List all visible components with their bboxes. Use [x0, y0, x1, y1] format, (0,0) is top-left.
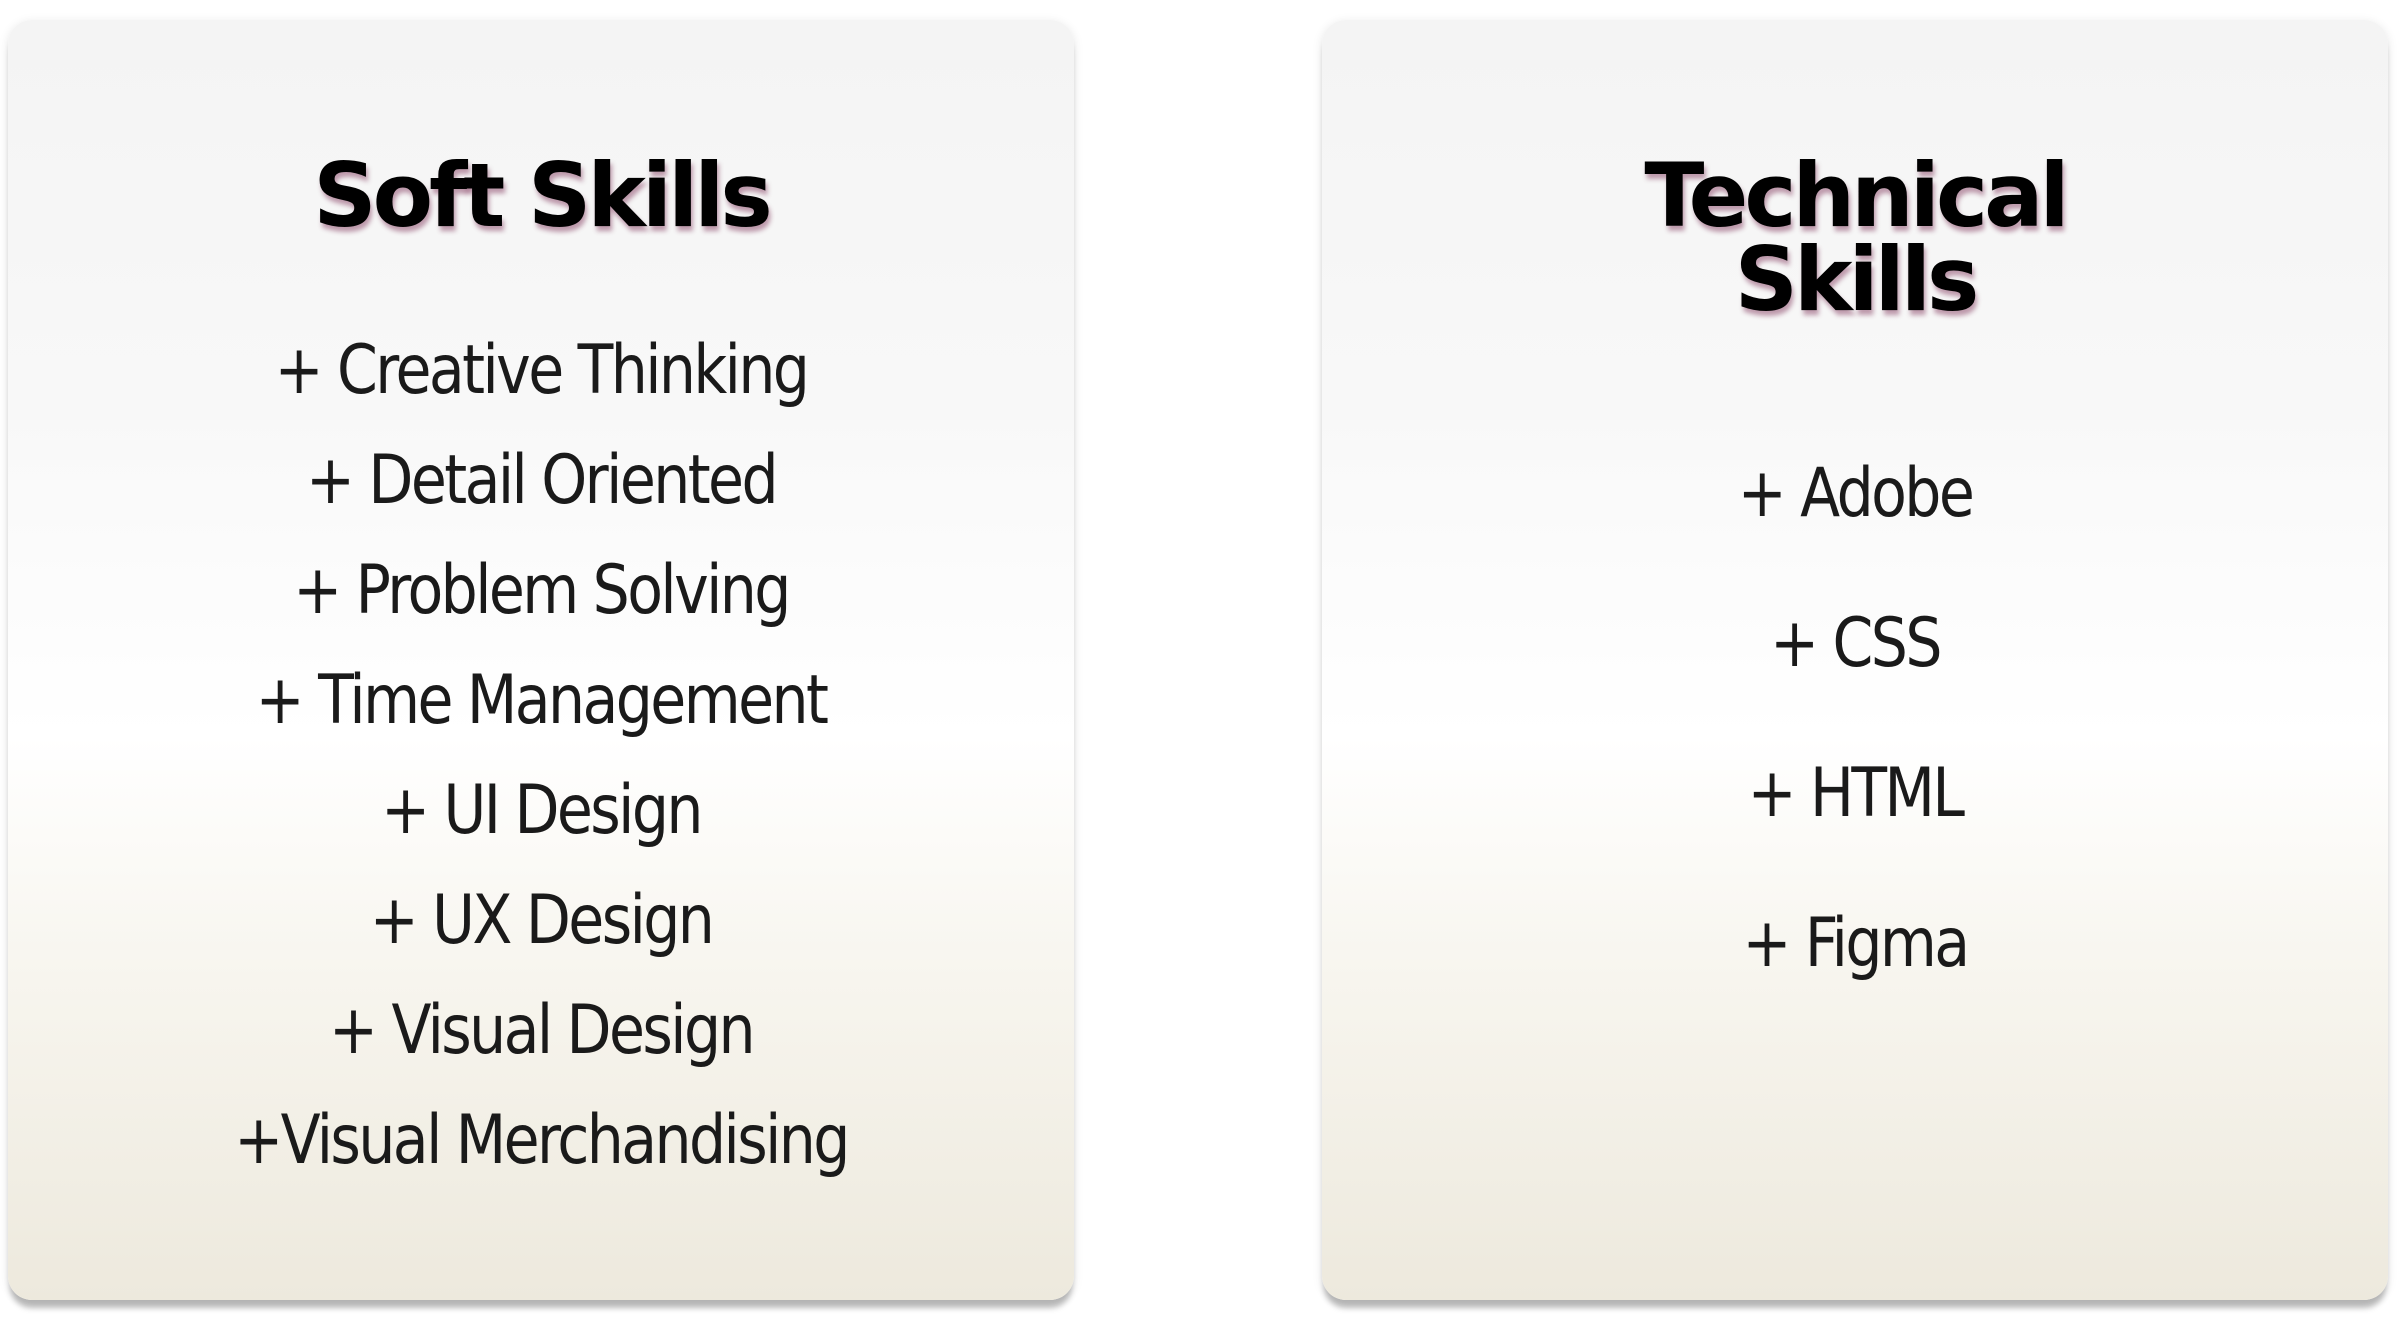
- soft-skill-item: + Visual Design: [329, 991, 756, 1070]
- soft-skill-item: +Visual Merchandising: [234, 1101, 850, 1180]
- technical-skill-item: + HTML: [1747, 754, 1965, 833]
- soft-skill-item: + Time Management: [255, 661, 829, 740]
- soft-skill-item: + UI Design: [381, 771, 703, 850]
- soft-skill-item: + Detail Oriented: [306, 441, 779, 520]
- soft-skills-title: Soft Skills: [313, 144, 773, 247]
- technical-skills-title: Technical Skills: [1644, 144, 2069, 331]
- soft-skill-item: + Creative Thinking: [274, 331, 810, 410]
- soft-skill-item: + UX Design: [369, 881, 715, 960]
- soft-skill-item: + Problem Solving: [293, 551, 791, 630]
- technical-skill-item: + Adobe: [1737, 454, 1975, 533]
- technical-skills-list: + Adobe + CSS + HTML + Figma: [1322, 438, 2388, 1038]
- technical-skill-item: + Figma: [1742, 904, 1970, 983]
- soft-skills-card: Soft Skills + Creative Thinking + Detail…: [8, 20, 1074, 1300]
- soft-skills-list: + Creative Thinking + Detail Oriented + …: [8, 316, 1074, 1196]
- technical-skills-card: Technical Skills + Adobe + CSS + HTML + …: [1322, 20, 2388, 1300]
- technical-skill-item: + CSS: [1770, 604, 1942, 683]
